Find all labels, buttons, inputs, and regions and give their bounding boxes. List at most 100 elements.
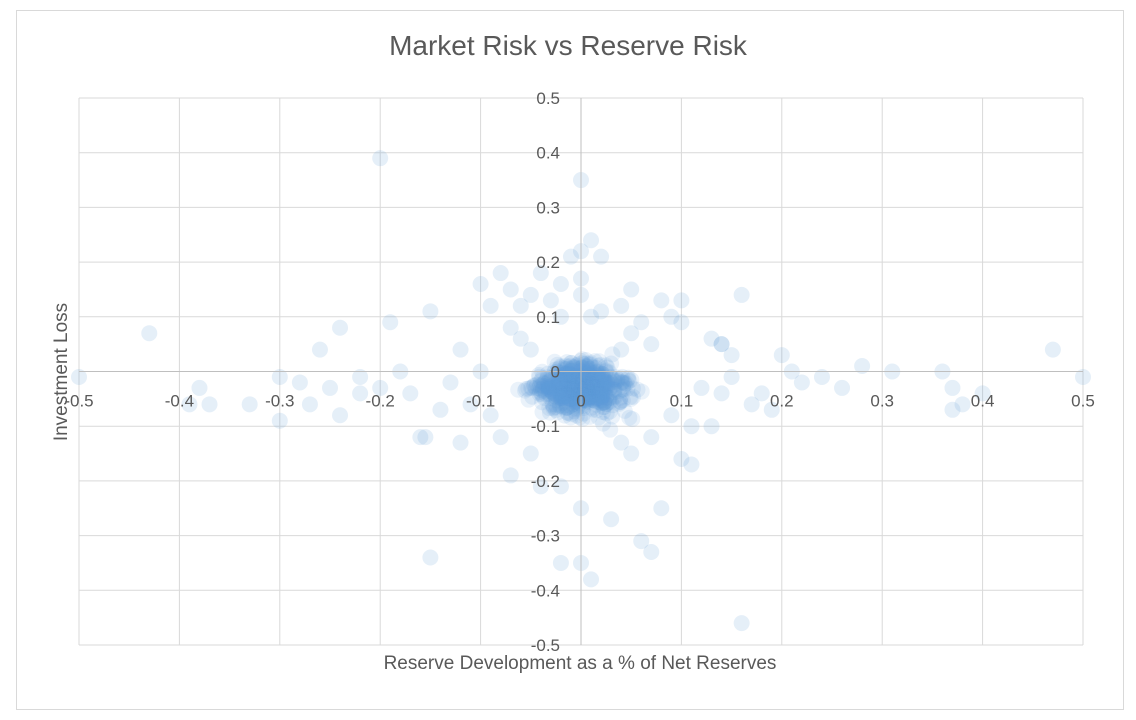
data-point xyxy=(291,374,308,391)
core-point xyxy=(600,390,617,407)
core-point xyxy=(540,379,557,396)
core-point xyxy=(586,372,603,389)
core-point xyxy=(606,371,623,388)
core-point xyxy=(598,387,615,404)
core-point xyxy=(594,378,611,395)
core-point xyxy=(589,387,606,404)
data-point xyxy=(683,456,700,473)
core-point xyxy=(561,390,578,407)
core-point xyxy=(547,375,564,392)
core-point xyxy=(598,373,615,390)
core-point xyxy=(613,370,630,387)
core-point xyxy=(583,384,600,401)
core-point xyxy=(583,382,600,399)
core-point xyxy=(596,384,613,401)
data-point xyxy=(432,401,449,418)
core-point xyxy=(558,354,575,371)
core-point xyxy=(580,390,597,407)
core-point xyxy=(574,372,591,389)
core-point xyxy=(633,383,650,400)
core-point xyxy=(531,368,548,385)
core-point xyxy=(595,377,612,394)
core-point xyxy=(539,379,556,396)
data-point xyxy=(552,275,569,292)
core-point xyxy=(567,370,584,387)
core-point xyxy=(559,364,576,381)
data-point xyxy=(352,368,369,385)
core-point xyxy=(584,387,601,404)
y-tick-label: 0.4 xyxy=(536,144,560,163)
core-point xyxy=(568,389,585,406)
core-point xyxy=(601,393,618,410)
core-point xyxy=(571,378,588,395)
core-point xyxy=(564,369,581,386)
core-point xyxy=(576,391,593,408)
core-point xyxy=(595,394,612,411)
core-point xyxy=(574,377,591,394)
core-point xyxy=(590,409,607,426)
core-point xyxy=(620,369,637,386)
core-point xyxy=(587,388,604,405)
core-point xyxy=(594,377,611,394)
core-point xyxy=(561,390,578,407)
core-point xyxy=(557,394,574,411)
core-point xyxy=(546,382,563,399)
core-point xyxy=(538,372,555,389)
core-point xyxy=(586,370,603,387)
core-point xyxy=(547,385,564,402)
data-points xyxy=(71,150,1091,632)
core-point xyxy=(522,379,539,396)
core-point xyxy=(535,380,552,397)
core-point xyxy=(578,380,595,397)
core-point xyxy=(581,380,598,397)
data-point xyxy=(322,379,338,396)
core-point xyxy=(599,374,616,391)
core-point xyxy=(589,369,606,386)
core-point xyxy=(578,369,595,386)
y-tick-label: 0.3 xyxy=(536,198,560,217)
data-point xyxy=(713,336,730,353)
core-point xyxy=(592,391,609,408)
core-point xyxy=(567,378,584,395)
core-point xyxy=(559,399,576,416)
core-point xyxy=(571,369,588,386)
core-point xyxy=(570,397,587,414)
core-point xyxy=(580,393,597,410)
data-point xyxy=(733,615,750,632)
core-point xyxy=(524,388,541,405)
core-point xyxy=(598,362,615,379)
core-point xyxy=(570,377,587,394)
core-point xyxy=(570,379,587,396)
core-point xyxy=(551,374,568,391)
core-point xyxy=(585,372,602,389)
core-point xyxy=(577,379,594,396)
data-point xyxy=(653,292,670,309)
x-tick-label: 0 xyxy=(576,392,585,411)
data-point xyxy=(974,385,991,402)
core-point xyxy=(585,381,602,398)
x-tick-label: -0.2 xyxy=(366,392,395,411)
core-point xyxy=(616,376,633,393)
core-point xyxy=(581,355,598,372)
y-tick-label: -0.5 xyxy=(531,636,560,655)
core-point xyxy=(582,370,599,387)
data-point xyxy=(633,533,650,550)
core-point xyxy=(539,374,556,391)
core-point xyxy=(605,376,622,393)
core-point xyxy=(578,393,595,410)
core-point xyxy=(598,389,615,406)
core-point xyxy=(585,377,602,394)
core-point xyxy=(569,392,586,409)
data-point xyxy=(522,286,539,303)
core-point xyxy=(615,381,632,398)
x-tick-label: -0.1 xyxy=(466,392,495,411)
core-point xyxy=(575,371,592,388)
data-point xyxy=(954,396,971,413)
core-point xyxy=(581,379,598,396)
core-point xyxy=(532,384,549,401)
core-point xyxy=(544,385,561,402)
core-point xyxy=(531,385,548,402)
core-point xyxy=(547,401,564,418)
data-point xyxy=(633,314,650,331)
core-point xyxy=(528,376,545,393)
